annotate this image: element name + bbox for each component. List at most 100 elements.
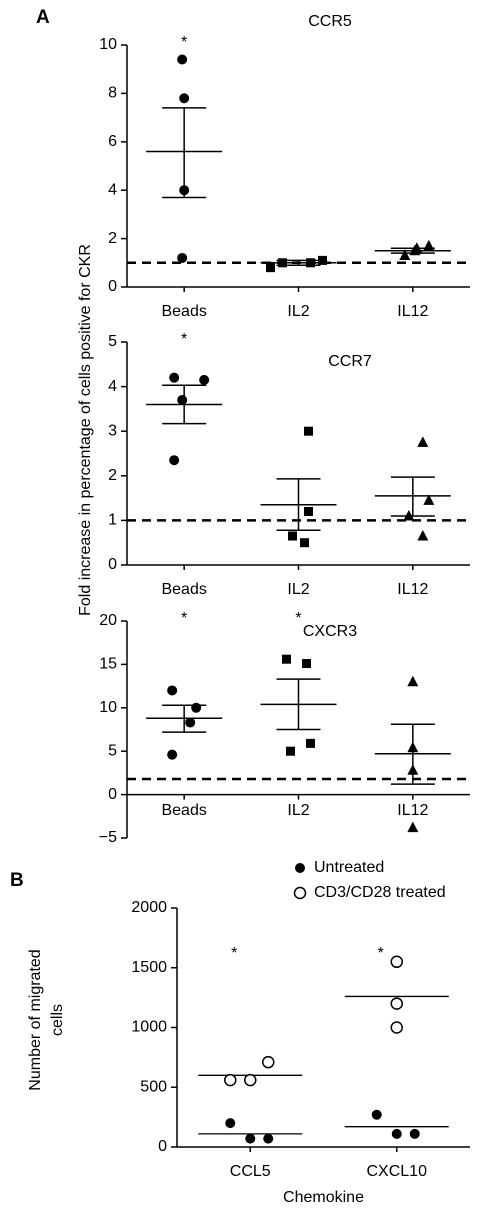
significance-label: *: [181, 331, 187, 348]
y-tick-label: 6: [108, 133, 117, 150]
data-point: [179, 185, 190, 196]
y-tick-label: 4: [108, 181, 117, 198]
data-point: [304, 506, 313, 516]
y-tick-label: 500: [140, 1078, 167, 1095]
y-tick-label: 15: [99, 656, 117, 673]
chart-title: CCR7: [328, 353, 372, 370]
data-point: [409, 1128, 420, 1139]
data-point: [390, 955, 403, 969]
y-tick-label: 1: [108, 512, 117, 529]
data-point: [306, 258, 315, 268]
data-point: [407, 764, 419, 775]
y-tick-label: 1500: [131, 959, 167, 976]
x-tick-label: Beads: [161, 581, 206, 598]
y-tick-label: 8: [108, 85, 117, 102]
data-point: [391, 1128, 402, 1139]
data-point: [403, 509, 415, 521]
data-point: [282, 654, 291, 664]
y-tick-label: 10: [99, 36, 117, 53]
data-point: [390, 997, 403, 1010]
data-point: [318, 255, 327, 265]
x-tick-label: Beads: [161, 303, 206, 320]
chart-title: CXCR3: [303, 623, 357, 640]
x-tick-label: CCL5: [230, 1163, 271, 1180]
data-point: [169, 455, 180, 466]
data-point: [423, 239, 435, 251]
chart-title: CCR5: [308, 13, 352, 30]
y-tick-label: 0: [158, 1138, 167, 1155]
data-point: [244, 1073, 257, 1087]
panel-label: B: [10, 870, 24, 891]
data-point: [169, 372, 180, 383]
data-point: [225, 1118, 236, 1129]
data-point: [245, 1133, 256, 1144]
data-point: [262, 1055, 275, 1069]
data-point: [417, 436, 429, 447]
x-tick-label: CXCL10: [367, 1163, 428, 1180]
y-axis-label: Fold increase in percentage of cells pos…: [77, 244, 94, 616]
data-point: [199, 374, 210, 385]
legend-label: Untreated: [314, 859, 384, 876]
data-point: [266, 263, 275, 273]
legend-label: CD3/CD28 treated: [314, 884, 446, 901]
y-tick-label: 0: [108, 556, 117, 573]
data-point: [304, 426, 313, 436]
y-tick-label: 5: [108, 742, 117, 759]
data-point: [407, 821, 419, 833]
y-tick-label: 20: [99, 612, 117, 629]
x-tick-label: IL2: [287, 802, 309, 819]
y-tick-label: 4: [108, 378, 117, 395]
y-tick-label: 2: [108, 230, 117, 247]
x-tick-label: IL12: [397, 802, 428, 819]
legend-marker: [295, 863, 305, 873]
x-tick-label: Beads: [161, 802, 206, 819]
data-point: [306, 738, 315, 748]
y-tick-label: 2000: [131, 899, 167, 916]
data-point: [390, 1021, 403, 1034]
y-tick-label: 10: [99, 699, 117, 716]
x-tick-label: IL12: [397, 581, 428, 598]
data-point: [224, 1073, 237, 1087]
data-point: [407, 741, 419, 753]
data-point: [300, 538, 309, 548]
data-point: [185, 717, 196, 728]
data-point: [302, 659, 311, 669]
data-point: [371, 1109, 382, 1120]
y-tick-label: 0: [108, 786, 117, 803]
legend-marker: [293, 886, 307, 900]
data-point: [399, 249, 411, 261]
data-point: [167, 685, 178, 696]
significance-label: *: [378, 945, 384, 962]
significance-label: *: [181, 610, 187, 627]
y-tick-label: 0: [108, 278, 117, 295]
y-axis-label: Number of migrated: [27, 949, 44, 1090]
y-tick-label: 5: [108, 333, 117, 350]
data-point: [288, 531, 297, 541]
data-point: [177, 54, 188, 65]
y-tick-label: −5: [99, 829, 117, 846]
data-point: [177, 252, 188, 263]
y-tick-label: 3: [108, 422, 117, 439]
panel-label: A: [36, 7, 50, 28]
x-axis-label: Chemokine: [283, 1189, 364, 1206]
data-point: [407, 675, 419, 687]
x-tick-label: IL2: [287, 303, 309, 320]
data-point: [177, 394, 188, 405]
significance-label: *: [181, 34, 187, 51]
data-point: [417, 530, 429, 541]
significance-label: *: [231, 945, 237, 962]
x-tick-label: IL2: [287, 581, 309, 598]
y-tick-label: 2: [108, 467, 117, 484]
data-point: [179, 93, 190, 104]
data-point: [286, 746, 295, 756]
data-point: [167, 749, 178, 760]
data-point: [191, 702, 202, 713]
data-point: [278, 258, 287, 268]
x-tick-label: IL12: [397, 303, 428, 320]
y-tick-label: 1000: [131, 1019, 167, 1036]
data-point: [409, 244, 421, 256]
y-axis-label: cells: [49, 1004, 66, 1036]
data-point: [423, 494, 435, 505]
data-point: [263, 1133, 274, 1144]
